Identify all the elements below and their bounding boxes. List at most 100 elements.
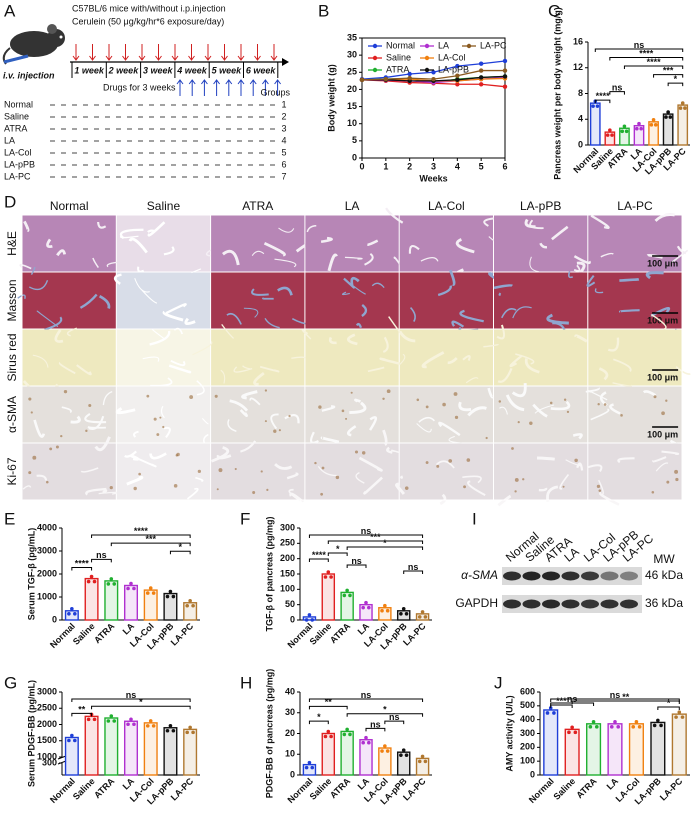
data-dot bbox=[304, 765, 309, 770]
data-dot bbox=[573, 730, 578, 735]
data-dot bbox=[399, 753, 403, 757]
stain-dot bbox=[260, 470, 263, 473]
stain-dot bbox=[350, 391, 353, 394]
stain-dot bbox=[252, 491, 256, 495]
histology-image bbox=[211, 329, 305, 386]
tissue-streak bbox=[151, 328, 166, 340]
data-dot bbox=[304, 618, 309, 622]
data-dot bbox=[345, 588, 349, 593]
data-dot bbox=[171, 728, 176, 733]
blot-band bbox=[581, 571, 599, 581]
legend-label: LA-PC bbox=[480, 40, 507, 50]
significance-bracket bbox=[594, 48, 684, 52]
x-tick-label: LA-PC bbox=[169, 776, 196, 803]
tissue-streak bbox=[270, 413, 279, 430]
data-dot bbox=[417, 759, 422, 764]
tissue-streak bbox=[163, 426, 171, 438]
data-dot bbox=[591, 104, 595, 108]
data-dot bbox=[594, 725, 599, 729]
tissue-streak bbox=[346, 425, 357, 437]
tissue-streak bbox=[617, 457, 635, 464]
bar bbox=[415, 613, 430, 621]
tissue-streak bbox=[573, 264, 581, 272]
stain-dot bbox=[425, 405, 429, 409]
data-dot bbox=[380, 608, 384, 613]
stain-dot bbox=[60, 434, 63, 438]
blot-band bbox=[561, 571, 580, 581]
y-tick-label: 0 bbox=[290, 614, 295, 624]
tissue-streak bbox=[160, 405, 165, 419]
tissue-streak bbox=[550, 400, 571, 411]
stain-dot bbox=[517, 421, 520, 424]
tissue-streak bbox=[80, 467, 99, 473]
stain-dot bbox=[498, 400, 502, 403]
y-tick-label: 0 bbox=[52, 614, 57, 624]
data-dot bbox=[635, 126, 639, 131]
tissue-streak bbox=[130, 454, 140, 461]
tissue-streak bbox=[291, 356, 306, 359]
histology-frame bbox=[21, 214, 683, 501]
tissue-streak bbox=[184, 317, 196, 326]
tissue-streak bbox=[536, 456, 555, 461]
tissue-streak bbox=[462, 475, 482, 484]
label: C57BL/6 mice with/without i.p.injection bbox=[72, 3, 226, 13]
tissue-streak bbox=[97, 221, 107, 229]
stain-dot bbox=[661, 411, 665, 416]
series-marker bbox=[455, 82, 460, 87]
data-dot bbox=[653, 123, 658, 127]
stain-dot bbox=[341, 409, 345, 413]
significance-label: *** bbox=[663, 65, 674, 75]
tissue-streak bbox=[455, 238, 475, 254]
legend-marker bbox=[466, 43, 472, 49]
tissue-streak bbox=[33, 419, 46, 438]
data-dot bbox=[106, 582, 111, 586]
tissue-streak bbox=[467, 406, 487, 417]
week-label: 1 week bbox=[74, 65, 105, 75]
tissue-streak bbox=[17, 294, 26, 299]
stain-dot bbox=[485, 436, 488, 440]
series-marker bbox=[431, 76, 436, 82]
significance-bracket bbox=[91, 705, 191, 710]
significance-bracket bbox=[667, 82, 684, 87]
tissue-streak bbox=[344, 256, 363, 260]
tissue-streak bbox=[572, 433, 583, 440]
y-axis-label: PDGF-BB of pancreas (pg/mg) bbox=[264, 669, 274, 799]
stain-dot bbox=[562, 485, 565, 488]
stain-dot bbox=[214, 394, 218, 398]
stain-dot bbox=[653, 395, 657, 399]
panel-letter: B bbox=[318, 1, 329, 20]
data-dot bbox=[652, 723, 657, 728]
stain-dot bbox=[386, 389, 391, 394]
tissue-streak bbox=[22, 485, 32, 490]
data-dot bbox=[361, 740, 365, 745]
data-dot bbox=[668, 115, 673, 119]
drug-arrow bbox=[213, 79, 220, 96]
bar bbox=[302, 616, 317, 621]
group-name: ATRA bbox=[4, 123, 27, 133]
tissue-streak bbox=[607, 337, 620, 352]
stain-dot bbox=[675, 477, 679, 482]
histology-image bbox=[399, 215, 493, 272]
blot-band bbox=[542, 571, 560, 581]
y-tick-label: 50 bbox=[285, 599, 295, 609]
data-dot bbox=[649, 123, 654, 127]
tissue-streak bbox=[233, 366, 253, 373]
significance-label: *** bbox=[556, 696, 567, 706]
x-tick-label: 6 bbox=[502, 161, 507, 171]
tissue-streak bbox=[87, 426, 106, 429]
x-tick-label: Saline bbox=[308, 621, 334, 647]
significance-label: ns bbox=[96, 550, 107, 560]
tissue-streak bbox=[652, 456, 667, 463]
significance-bracket bbox=[308, 698, 424, 702]
histology-image bbox=[305, 329, 399, 386]
data-dot bbox=[171, 594, 176, 599]
tissue-streak bbox=[150, 377, 173, 387]
tissue-streak bbox=[398, 353, 406, 366]
tissue-streak bbox=[94, 436, 111, 452]
blot-band bbox=[561, 599, 580, 609]
series-marker bbox=[502, 84, 508, 89]
cerulein-arrow bbox=[122, 44, 129, 61]
x-tick-label: LA bbox=[121, 776, 137, 792]
blot-band bbox=[600, 571, 619, 581]
tissue-streak bbox=[343, 277, 355, 289]
